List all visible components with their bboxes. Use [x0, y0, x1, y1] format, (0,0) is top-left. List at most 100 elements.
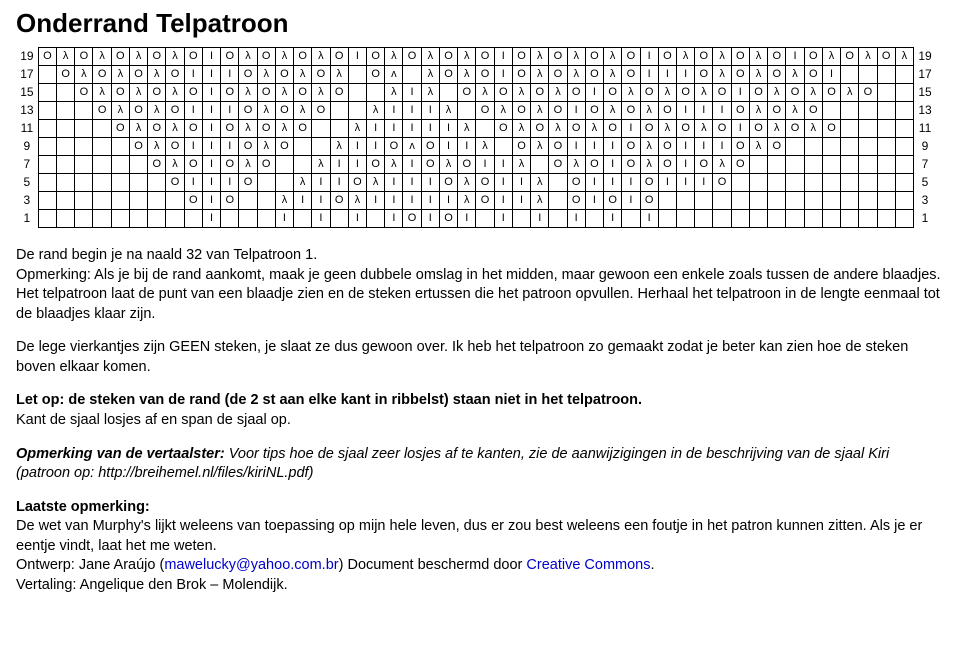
chart-cell: I — [567, 102, 585, 120]
chart-cell: I — [676, 174, 694, 192]
chart-cell — [148, 192, 166, 210]
email-link[interactable]: mawelucky@yahoo.com.br — [164, 557, 338, 573]
note-rest: Kant de sjaal losjes af en span de sjaal… — [16, 412, 291, 428]
chart-cell: I — [421, 102, 439, 120]
chart-cell: I — [622, 120, 640, 138]
chart-cell — [822, 156, 840, 174]
chart-cell — [93, 174, 111, 192]
chart-cell — [549, 174, 567, 192]
chart-cell: O — [549, 138, 567, 156]
chart-cell: O — [786, 84, 804, 102]
chart-cell: O — [859, 84, 877, 102]
chart-cell: O — [348, 174, 366, 192]
chart-cell: I — [567, 210, 585, 228]
chart-cell — [257, 174, 275, 192]
paragraph-intro: De rand begin je na naald 32 van Telpatr… — [16, 246, 944, 324]
chart-cell: O — [658, 138, 676, 156]
chart-cell — [57, 138, 75, 156]
chart-cell: λ — [585, 120, 603, 138]
chart-cell: I — [367, 120, 385, 138]
chart-cell: λ — [749, 48, 767, 66]
chart-cell: λ — [695, 84, 713, 102]
chart-cell — [367, 84, 385, 102]
chart-cell: O — [367, 48, 385, 66]
chart-cell — [38, 192, 56, 210]
chart-cell: I — [202, 210, 220, 228]
row-number-left: 3 — [16, 192, 38, 210]
chart-cell — [749, 174, 767, 192]
chart-cell — [166, 210, 184, 228]
chart-cell: I — [275, 210, 293, 228]
chart-cell: I — [622, 174, 640, 192]
chart-cell: O — [184, 84, 202, 102]
chart-cell: λ — [294, 66, 312, 84]
chart-cell: λ — [604, 48, 622, 66]
row-number-left: 19 — [16, 48, 38, 66]
chart-cell — [403, 66, 421, 84]
chart-cell: λ — [531, 48, 549, 66]
chart-cell — [658, 192, 676, 210]
chart-cell — [239, 210, 257, 228]
chart-cell: λ — [275, 84, 293, 102]
chart-cell: O — [768, 48, 786, 66]
chart-cell: O — [421, 138, 439, 156]
chart-cell — [275, 174, 293, 192]
chart-cell: O — [38, 48, 56, 66]
chart-cell: I — [531, 210, 549, 228]
chart-cell: I — [403, 156, 421, 174]
chart-cell: λ — [604, 66, 622, 84]
chart-cell — [713, 210, 731, 228]
chart-cell — [75, 174, 93, 192]
chart-cell: λ — [804, 84, 822, 102]
chart-cell: O — [658, 102, 676, 120]
chart-cell: I — [439, 192, 457, 210]
chart-cell — [549, 210, 567, 228]
chart-cell: λ — [257, 102, 275, 120]
chart-cell: I — [494, 210, 512, 228]
chart-cell: I — [330, 174, 348, 192]
chart-cell: I — [202, 120, 220, 138]
chart-cell: λ — [385, 156, 403, 174]
chart-cell: I — [458, 138, 476, 156]
chart-cell: O — [439, 210, 457, 228]
chart-cell: O — [512, 48, 530, 66]
chart-cell: O — [713, 84, 731, 102]
chart-cell: O — [257, 156, 275, 174]
chart-cell — [804, 138, 822, 156]
chart-cell — [676, 192, 694, 210]
chart-cell — [859, 102, 877, 120]
chart-cell: I — [202, 48, 220, 66]
chart-cell: I — [604, 156, 622, 174]
chart-cell: λ — [458, 48, 476, 66]
chart-cell: λ — [75, 66, 93, 84]
chart-cell — [695, 210, 713, 228]
chart-cell: λ — [294, 174, 312, 192]
chart-cell — [749, 192, 767, 210]
chart-cell: O — [585, 156, 603, 174]
chart-cell: O — [221, 48, 239, 66]
chart-cell: λ — [531, 138, 549, 156]
chart-cell: I — [367, 192, 385, 210]
chart-cell: O — [184, 120, 202, 138]
chart-cell — [38, 102, 56, 120]
chart-cell: λ — [148, 66, 166, 84]
chart-cell — [75, 210, 93, 228]
chart-cell: λ — [676, 48, 694, 66]
chart-cell — [822, 102, 840, 120]
chart-cell: λ — [348, 192, 366, 210]
cc-link[interactable]: Creative Commons — [526, 557, 650, 573]
chart-cell — [768, 210, 786, 228]
chart-cell: λ — [476, 84, 494, 102]
chart-cell — [804, 210, 822, 228]
chart-cell — [768, 174, 786, 192]
chart-cell: O — [184, 48, 202, 66]
chart-cell: I — [676, 102, 694, 120]
chart-cell: O — [549, 156, 567, 174]
chart-cell: I — [713, 138, 731, 156]
chart-cell: λ — [895, 48, 913, 66]
chart-cell: λ — [312, 48, 330, 66]
chart-cell: O — [731, 48, 749, 66]
chart-cell: O — [804, 66, 822, 84]
chart-cell: O — [93, 102, 111, 120]
chart-cell — [695, 192, 713, 210]
